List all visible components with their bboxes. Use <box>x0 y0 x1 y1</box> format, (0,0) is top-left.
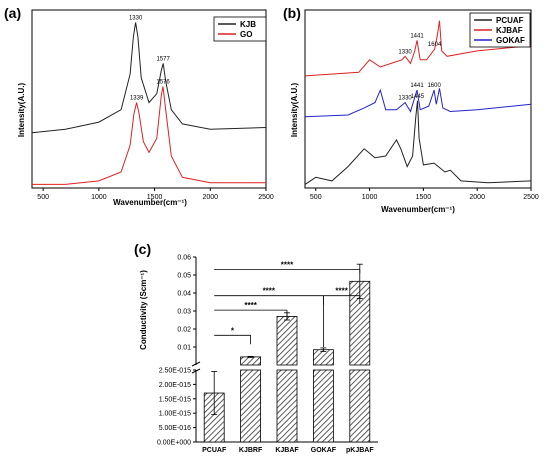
y-tick-label: 2.50E-015 <box>159 368 191 375</box>
peak-annotation: 1339 <box>130 96 144 102</box>
y-tick-label: 0.00E+000 <box>157 440 191 447</box>
legend-label: PCUAF <box>496 16 524 25</box>
bar-kjbaf-lower <box>276 369 298 443</box>
x-tick-label: 2500 <box>258 194 274 201</box>
panel-a-label: (a) <box>4 5 21 21</box>
panel-b-ylabel: Intensity(A.U.) <box>290 83 299 138</box>
y-tick-label: 5.00E-016 <box>159 425 191 432</box>
y-tick-label: 0.01 <box>177 345 191 352</box>
peak-annotation: 1604 <box>428 42 442 48</box>
x-category-label: PCUAF <box>202 447 227 454</box>
x-category-label: GOKAF <box>311 447 337 454</box>
significance-label: **** <box>244 301 257 310</box>
series-line-go <box>32 86 266 185</box>
series-line-kjbaf <box>304 20 532 77</box>
legend-label: KJB <box>240 20 256 29</box>
x-tick-label: 2000 <box>202 194 218 201</box>
x-category-label: KJBAF <box>275 447 299 454</box>
axis-break-mark <box>191 361 201 367</box>
plot-frame <box>31 9 267 189</box>
x-category-label: KJBRF <box>239 447 263 454</box>
x-tick-label: 1500 <box>416 194 432 201</box>
panel-c-ylabel: Conductivity (Scm⁻¹) <box>139 270 148 350</box>
legend-label: GO <box>240 30 252 39</box>
significance-label: **** <box>281 261 294 270</box>
y-tick-label: 0.02 <box>177 327 191 334</box>
peak-annotation: 1330 <box>398 96 412 102</box>
panel-b-label: (b) <box>283 5 301 21</box>
y-tick-label: 0.03 <box>177 309 191 316</box>
series-line-pcuaf <box>304 100 532 185</box>
significance-label: **** <box>263 287 276 296</box>
panel-c-plot: 0.01 0.02 0.03 0.04 0.05 0.06 0.00E+000 5.00E-0… <box>157 255 378 454</box>
legend-label: GOKAF <box>496 36 525 45</box>
peak-annotation: 1441 <box>410 33 424 39</box>
panel-b-xlabel: Wavenumber(cm⁻¹) <box>381 205 455 214</box>
x-tick-label: 2500 <box>523 194 539 201</box>
x-tick-label: 1500 <box>147 194 163 201</box>
y-tick-label: 0.06 <box>177 255 191 262</box>
significance-label: * <box>231 326 235 335</box>
bar-gokaf-lower <box>312 369 334 443</box>
x-tick-label: 1000 <box>91 194 107 201</box>
legend-label: KJBAF <box>496 26 523 35</box>
axis-break-mark <box>191 368 201 374</box>
peak-annotation: 1330 <box>129 15 143 21</box>
y-tick-label: 1.00E-015 <box>159 411 191 418</box>
significance-label: **** <box>335 287 348 296</box>
peak-annotation: 1441 <box>410 83 424 89</box>
x-tick-label: 500 <box>37 194 49 201</box>
peak-annotation: 1577 <box>156 56 170 62</box>
x-tick-label: 1000 <box>362 194 378 201</box>
bar-kjbrf-lower <box>240 369 262 443</box>
y-tick-label: 1.50E-015 <box>159 396 191 403</box>
y-tick-label: 0.04 <box>177 291 191 298</box>
peak-annotation: 1576 <box>156 80 170 86</box>
bar-kjbrf-upper <box>240 356 262 366</box>
bar-kjbaf-upper <box>276 315 298 366</box>
panel-a-xlabel: Wavenumber(cm⁻¹) <box>113 198 187 207</box>
series-line-gokaf <box>304 88 532 118</box>
panel-c-label: (c) <box>134 241 151 257</box>
series-line-kjb <box>31 22 267 134</box>
plot-frame <box>304 9 532 189</box>
panel-a-ylabel: Intensity(A.U.) <box>17 83 26 138</box>
y-tick-label: 0.05 <box>177 273 191 280</box>
panel-b-plot: 500 1000 1500 2000 2500144113301604160013301… <box>304 9 539 201</box>
x-category-label: pKJBAF <box>346 447 374 454</box>
peak-annotation: 1445 <box>411 94 425 100</box>
peak-annotation: 1600 <box>427 83 441 89</box>
legend-box <box>213 16 267 42</box>
x-tick-label: 500 <box>310 194 322 201</box>
y-tick-label: 2.00E-015 <box>159 382 191 389</box>
peak-annotation: 1330 <box>398 49 412 55</box>
bar-pkjbaf-lower <box>349 369 371 443</box>
x-tick-label: 2000 <box>469 194 485 201</box>
bar-gokaf-upper <box>312 349 334 366</box>
